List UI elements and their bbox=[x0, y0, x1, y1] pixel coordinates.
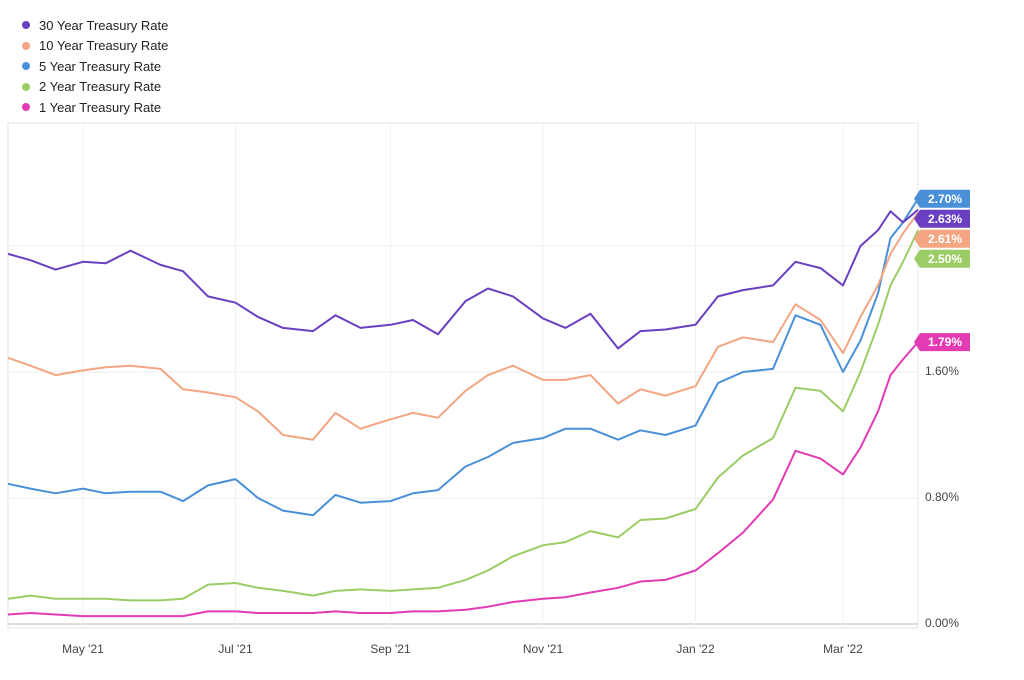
legend-label: 5 Year Treasury Rate bbox=[39, 58, 162, 74]
chart-legend: 30 Year Treasury Rate 10 Year Treasury Ra… bbox=[22, 15, 168, 118]
legend-item[interactable]: 5 Year Treasury Rate bbox=[22, 56, 168, 77]
end-value-text: 2.70% bbox=[928, 192, 962, 206]
x-tick-label: Nov '21 bbox=[523, 642, 564, 656]
legend-item[interactable]: 30 Year Treasury Rate bbox=[22, 15, 168, 36]
end-value-tag bbox=[914, 333, 970, 352]
end-value-text: 1.79% bbox=[928, 335, 962, 349]
legend-label: 2 Year Treasury Rate bbox=[39, 79, 162, 95]
y-tick-label: 0.80% bbox=[925, 490, 959, 504]
legend-label: 30 Year Treasury Rate bbox=[39, 17, 169, 33]
legend-item[interactable]: 10 Year Treasury Rate bbox=[22, 36, 168, 57]
legend-label: 1 Year Treasury Rate bbox=[39, 99, 162, 115]
series-line-5 bbox=[7, 341, 919, 618]
x-tick-label: Jul '21 bbox=[218, 642, 253, 656]
legend-dot-icon bbox=[22, 21, 30, 30]
series-line-1 bbox=[7, 209, 919, 350]
end-value-text: 2.63% bbox=[928, 212, 962, 226]
y-tick-label: 0.00% bbox=[925, 616, 959, 630]
y-tick-label: 1.60% bbox=[925, 364, 959, 378]
end-value-label-5: 1.79% bbox=[914, 333, 970, 352]
x-tick-label: Mar '22 bbox=[823, 642, 863, 656]
series-line-4 bbox=[7, 229, 919, 602]
end-value-text: 2.50% bbox=[928, 252, 962, 266]
end-value-tag bbox=[914, 249, 970, 268]
end-value-tag bbox=[914, 209, 970, 228]
legend-item[interactable]: 2 Year Treasury Rate bbox=[22, 77, 168, 98]
end-value-label-3: 2.70% bbox=[914, 189, 970, 208]
end-value-tag bbox=[914, 189, 970, 208]
x-tick-label: Jan '22 bbox=[676, 642, 715, 656]
series-line-3 bbox=[7, 198, 919, 517]
series-line-2 bbox=[7, 212, 919, 441]
legend-dot-icon bbox=[22, 82, 30, 91]
legend-label: 10 Year Treasury Rate bbox=[39, 38, 169, 54]
end-value-label-4: 2.50% bbox=[914, 249, 970, 268]
end-value-text: 2.61% bbox=[928, 232, 962, 246]
end-value-label-1: 2.63% bbox=[914, 209, 970, 228]
legend-dot-icon bbox=[22, 41, 30, 50]
end-value-label-2: 2.61% bbox=[914, 229, 970, 248]
legend-item[interactable]: 1 Year Treasury Rate bbox=[22, 97, 168, 118]
legend-dot-icon bbox=[22, 103, 30, 112]
legend-dot-icon bbox=[22, 62, 30, 71]
x-tick-label: May '21 bbox=[62, 642, 104, 656]
end-value-tag bbox=[914, 229, 970, 248]
plot-frame bbox=[7, 122, 919, 629]
x-tick-label: Sep '21 bbox=[370, 642, 411, 656]
